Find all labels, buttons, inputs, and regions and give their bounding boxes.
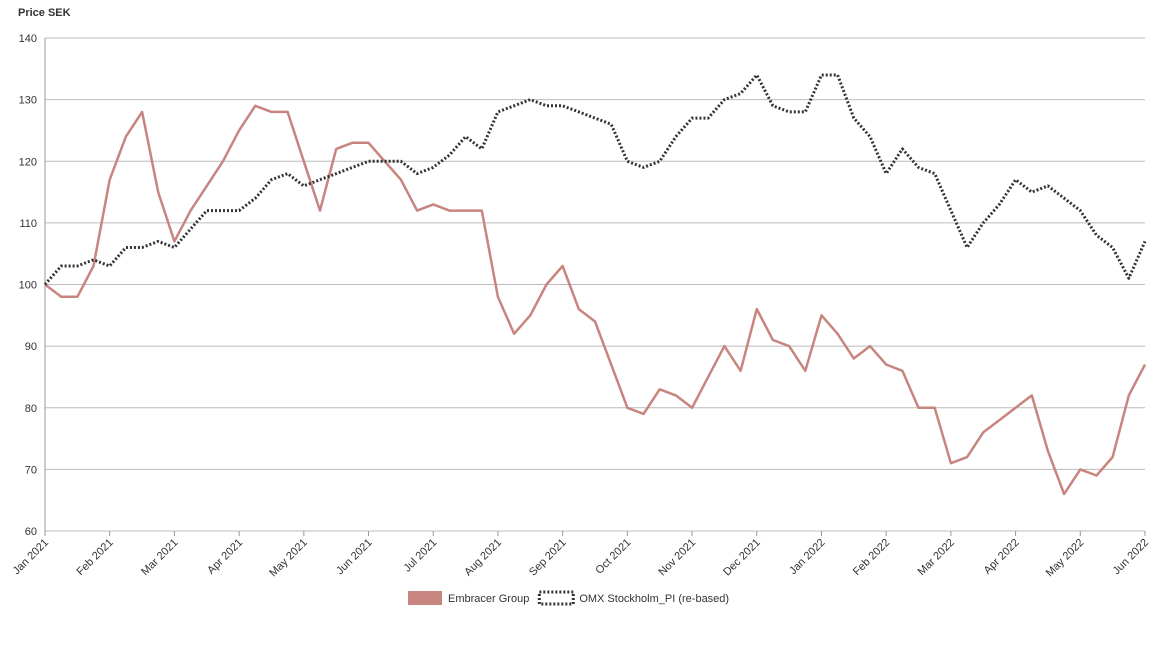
y-tick-label: 90 <box>25 341 37 353</box>
x-tick-label: Mar 2021 <box>139 537 180 578</box>
x-tick-label: Aug 2021 <box>462 537 504 579</box>
x-tick-label: Sep 2021 <box>527 537 569 579</box>
x-tick-label: Mar 2022 <box>916 537 957 578</box>
y-axis-title: Price SEK <box>18 7 71 19</box>
y-tick-label: 140 <box>19 33 37 45</box>
x-tick-label: Jan 2022 <box>787 537 827 577</box>
y-tick-label: 70 <box>25 464 37 476</box>
x-tick-label: Feb 2021 <box>74 537 115 578</box>
series-line <box>43 73 1147 286</box>
x-tick-label: Dec 2021 <box>721 537 763 579</box>
legend-swatch <box>408 591 442 605</box>
x-tick-label: Jun 2022 <box>1111 537 1151 577</box>
y-tick-label: 100 <box>19 280 37 292</box>
x-tick-label: Jun 2021 <box>334 537 374 577</box>
x-tick-label: May 2021 <box>267 537 310 580</box>
x-tick-label: Feb 2022 <box>851 537 892 578</box>
series-line <box>44 104 1147 496</box>
y-tick-label: 120 <box>19 156 37 168</box>
legend-label: Embracer Group <box>448 593 529 605</box>
x-tick-label: Jan 2021 <box>11 537 51 577</box>
y-tick-label: 80 <box>25 403 37 415</box>
y-tick-label: 60 <box>25 526 37 538</box>
x-tick-label: Apr 2022 <box>982 537 1022 577</box>
legend-swatch <box>537 590 575 606</box>
x-tick-label: Nov 2021 <box>656 537 698 579</box>
x-tick-label: Apr 2021 <box>205 537 245 577</box>
y-tick-label: 110 <box>19 218 37 230</box>
x-tick-label: Jul 2021 <box>401 537 439 575</box>
y-tick-label: 130 <box>19 95 37 107</box>
x-tick-label: Oct 2021 <box>593 537 633 577</box>
legend-label: OMX Stockholm_PI (re-based) <box>579 593 729 605</box>
x-tick-label: May 2022 <box>1044 537 1087 580</box>
